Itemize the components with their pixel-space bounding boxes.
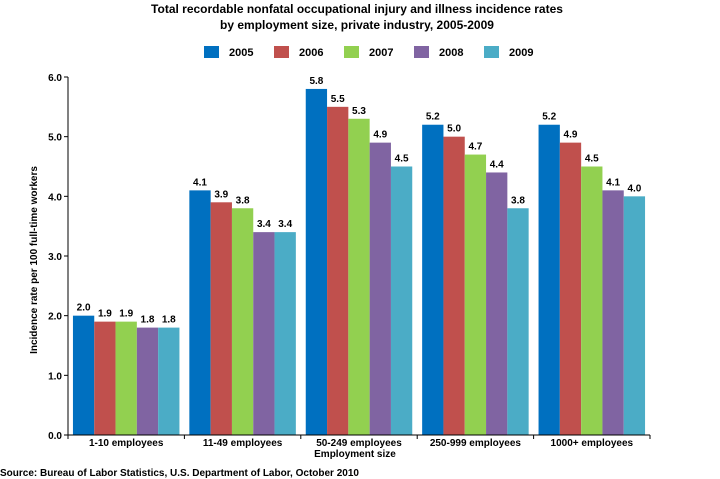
bar-2007 xyxy=(464,154,487,436)
x-category-label: 1-10 employees xyxy=(89,438,164,449)
legend-label-2009: 2009 xyxy=(509,47,533,59)
bar-value-label: 3.8 xyxy=(511,195,525,206)
bar-value-label: 3.4 xyxy=(257,219,271,230)
x-category-label: 50-249 employees xyxy=(316,438,402,449)
bar-2009 xyxy=(274,232,296,435)
bars: 2.0 1.9 1.9 1.8 1.8 4.1 3.9 3.8 3.4 3.4 5.8 5.5 5.3 4… xyxy=(72,76,646,436)
bar-2005 xyxy=(189,190,211,435)
bar-value-label: 5.8 xyxy=(309,76,323,87)
x-axis-title: Employment size xyxy=(314,449,396,460)
legend-swatch-2008 xyxy=(414,46,429,58)
bar-value-label: 1.9 xyxy=(98,309,112,320)
legend: 2005 2006 2007 2008 2009 xyxy=(204,46,533,59)
bar-2005 xyxy=(422,124,444,435)
y-tick-label: 2.0 xyxy=(48,312,62,323)
bar-2006 xyxy=(94,321,116,435)
bar-value-label: 4.9 xyxy=(564,130,578,141)
legend-swatch-2005 xyxy=(204,46,219,58)
bar-value-label: 5.0 xyxy=(447,124,461,135)
y-tick-label: 3.0 xyxy=(48,252,62,263)
bar-value-label: 5.5 xyxy=(331,94,345,105)
bar-value-label: 3.9 xyxy=(214,189,228,200)
legend-swatch-2009 xyxy=(484,46,499,58)
bar-value-label: 4.7 xyxy=(468,142,482,153)
bar-2009 xyxy=(158,327,180,435)
x-category-label: 250-999 employees xyxy=(430,438,522,449)
y-tick-label: 5.0 xyxy=(48,133,62,144)
bar-2005 xyxy=(72,315,95,435)
bar-2009 xyxy=(390,166,413,435)
chart-title-line-2: by employment size, private industry, 20… xyxy=(220,18,494,32)
x-category-label: 1000+ employees xyxy=(551,438,634,449)
bar-2006 xyxy=(443,136,465,435)
bar-2009 xyxy=(623,196,646,435)
y-tick-label: 4.0 xyxy=(48,192,62,203)
source-note: Source: Bureau of Labor Statistics, U.S.… xyxy=(0,468,359,479)
bar-value-label: 4.5 xyxy=(585,154,599,165)
bar-value-label: 3.4 xyxy=(278,219,292,230)
chart-title-line-1: Total recordable nonfatal occupational i… xyxy=(151,2,563,16)
bar-value-label: 4.4 xyxy=(490,159,504,170)
bar-2008 xyxy=(253,232,275,435)
bar-value-label: 5.2 xyxy=(426,112,440,123)
bar-value-label: 4.0 xyxy=(627,183,641,194)
bar-value-label: 3.8 xyxy=(236,195,250,206)
bar-value-label: 5.2 xyxy=(542,112,556,123)
bar-2007 xyxy=(581,166,603,435)
bar-2008 xyxy=(369,142,391,435)
bar-2005 xyxy=(538,124,560,435)
bar-2005 xyxy=(305,88,328,435)
legend-label-2005: 2005 xyxy=(229,47,253,59)
y-tick-label: 1.0 xyxy=(48,371,62,382)
legend-label-2008: 2008 xyxy=(439,47,463,59)
y-tick-label: 6.0 xyxy=(48,73,62,84)
bar-2008 xyxy=(136,327,159,435)
bar-2008 xyxy=(486,172,508,435)
bar-2006 xyxy=(327,106,349,435)
bar-value-label: 4.1 xyxy=(606,177,620,188)
bar-2007 xyxy=(348,118,370,436)
bar-value-label: 4.9 xyxy=(373,130,387,141)
bar-2009 xyxy=(507,208,529,435)
x-category-label: 11-49 employees xyxy=(203,438,283,449)
legend-label-2007: 2007 xyxy=(369,47,393,59)
x-axis: 1-10 employees 11-49 employees 50-249 empl… xyxy=(67,434,651,449)
bar-2007 xyxy=(115,321,137,435)
y-tick-label: 0.0 xyxy=(48,431,62,442)
bar-value-label: 4.1 xyxy=(193,177,207,188)
bar-value-label: 1.8 xyxy=(162,315,176,326)
bar-value-label: 5.3 xyxy=(352,106,366,117)
y-axis: 0.0 1.0 2.0 3.0 4.0 5.0 6.0 xyxy=(48,73,69,442)
bar-value-label: 1.9 xyxy=(119,309,133,320)
bar-2007 xyxy=(231,208,254,435)
legend-label-2006: 2006 xyxy=(299,47,323,59)
bar-value-label: 2.0 xyxy=(77,303,91,314)
bar-2006 xyxy=(559,142,582,435)
bar-value-label: 1.8 xyxy=(141,315,155,326)
bar-2006 xyxy=(210,202,232,435)
bar-2008 xyxy=(602,190,624,435)
bar-value-label: 4.5 xyxy=(395,154,409,165)
legend-swatch-2007 xyxy=(344,46,359,58)
y-axis-title: Incidence rate per 100 full-time workers xyxy=(29,166,40,354)
legend-swatch-2006 xyxy=(274,46,289,58)
